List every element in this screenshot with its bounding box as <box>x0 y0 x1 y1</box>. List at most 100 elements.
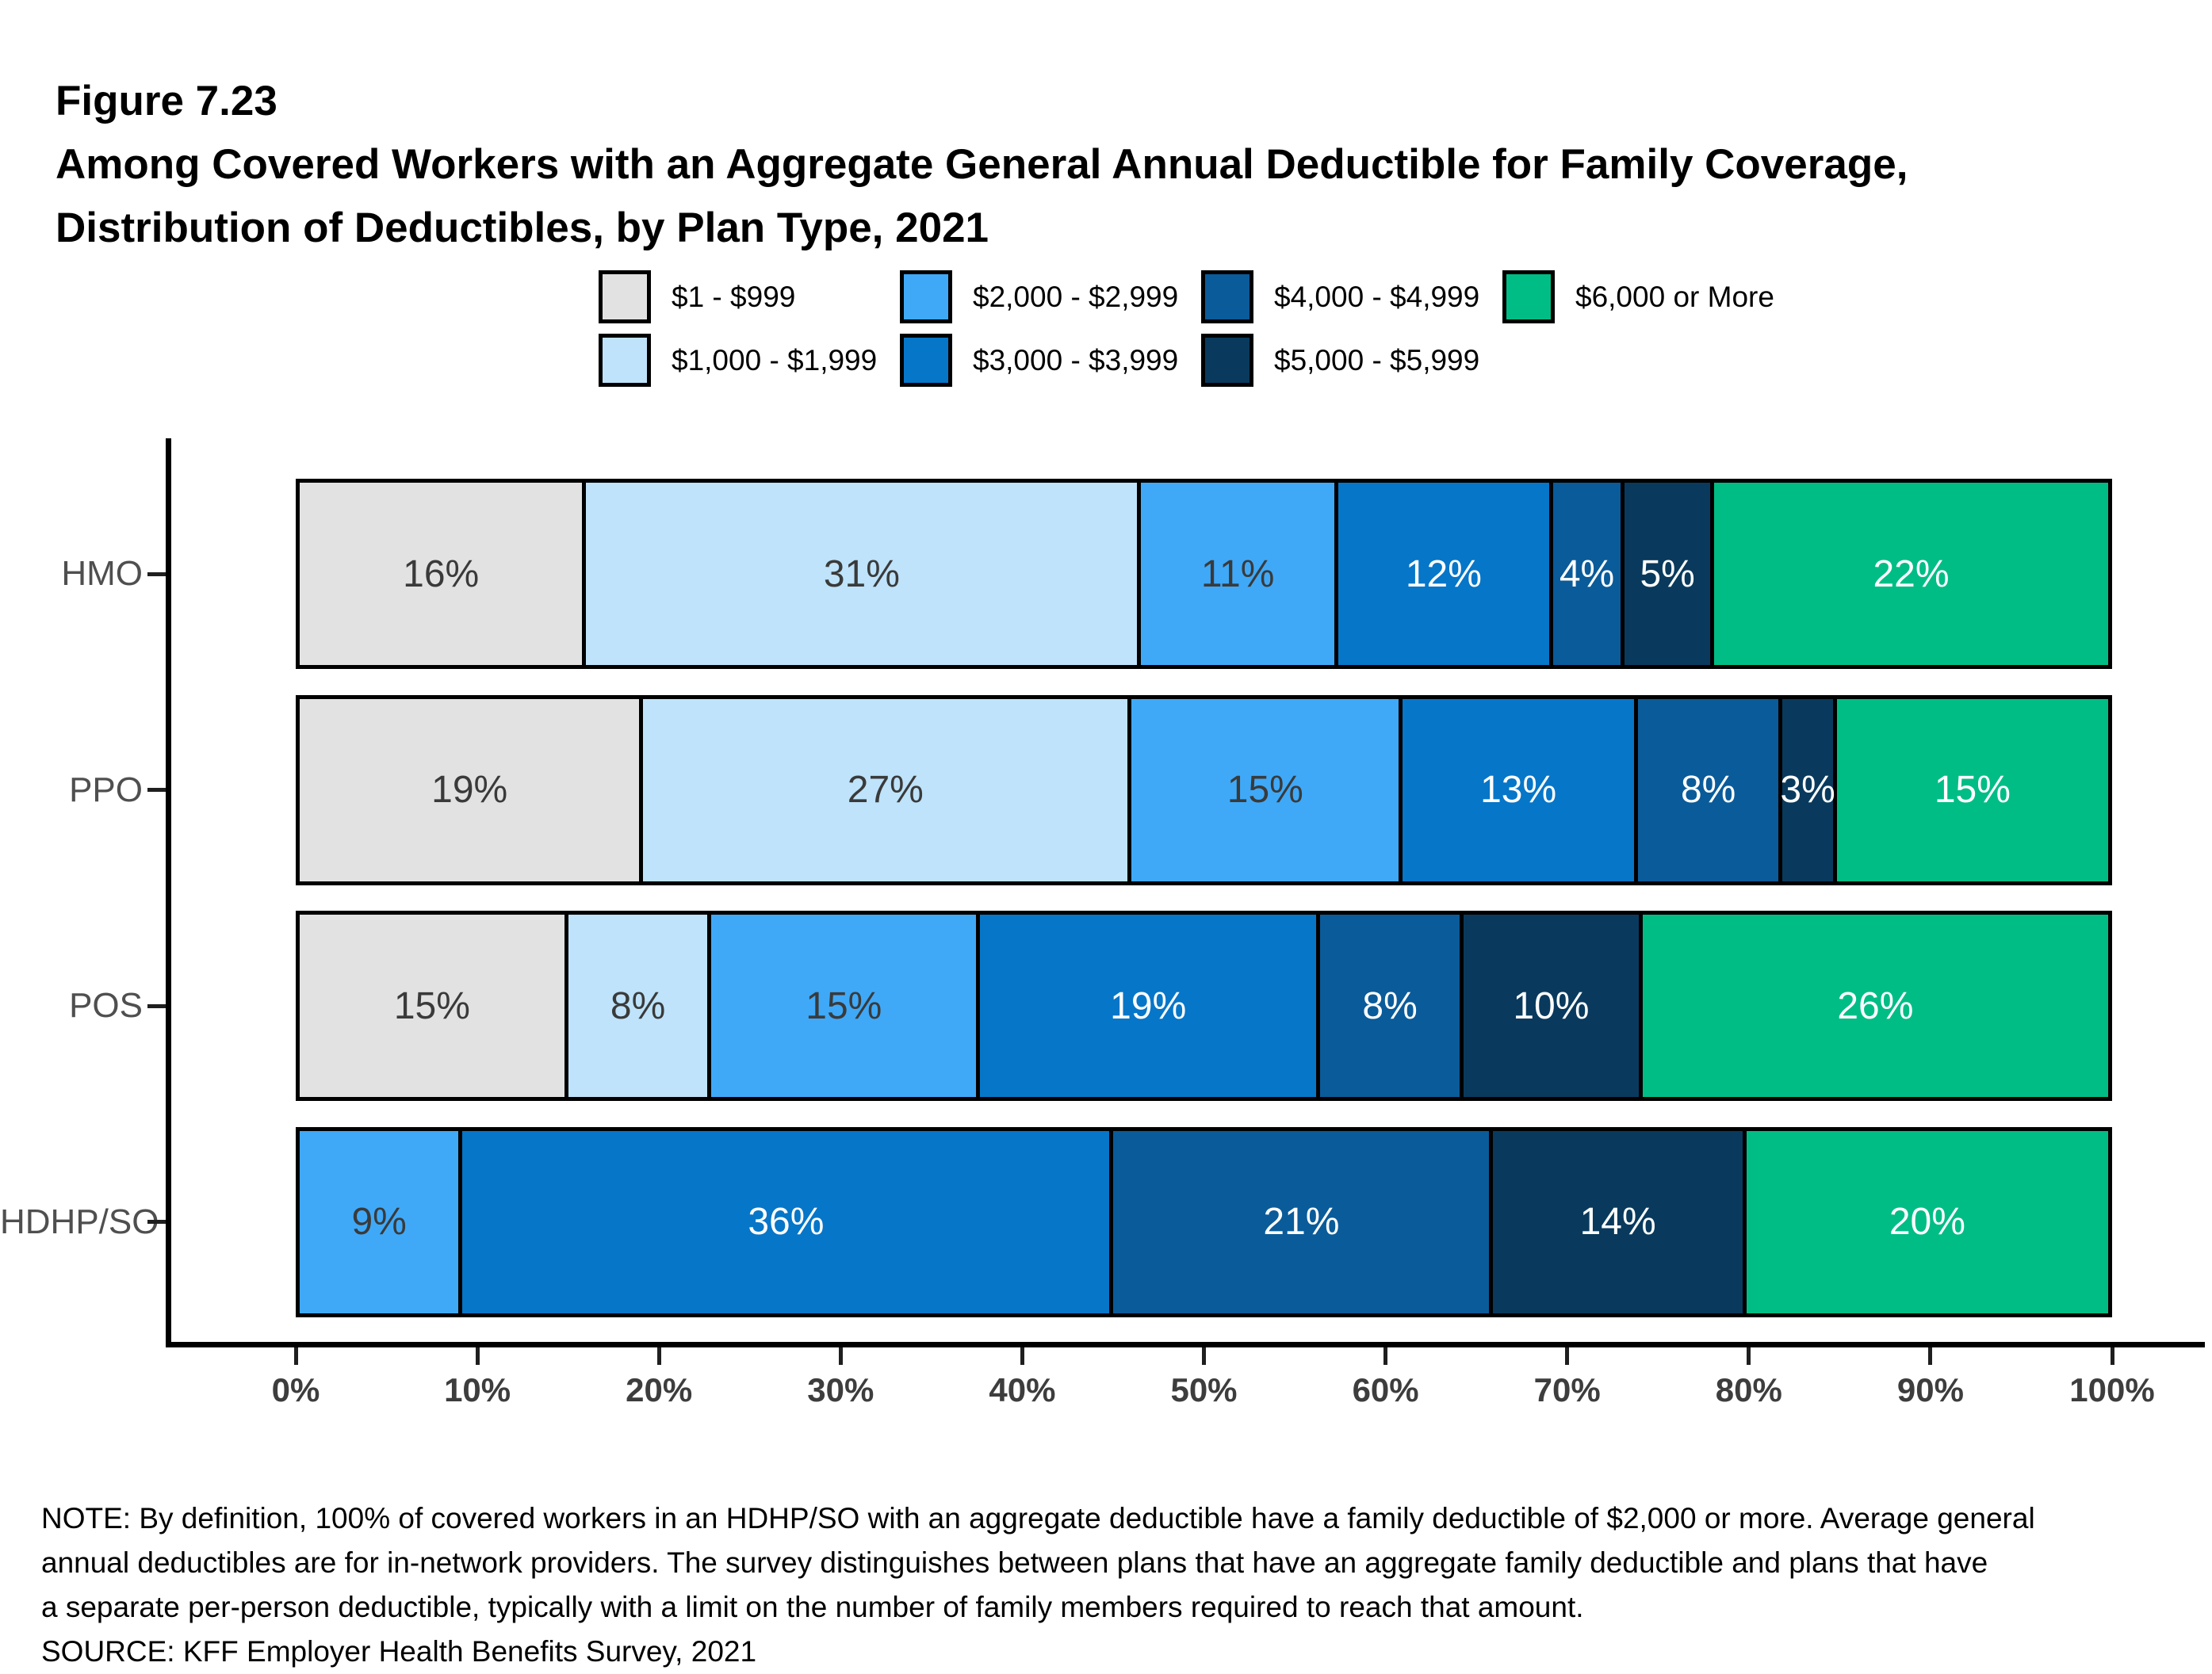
legend-column: $4,000 - $4,999 $5,000 - $5,999 <box>1201 270 1502 387</box>
bar-segment: 14% <box>1493 1130 1747 1313</box>
legend-label: $2,000 - $2,999 <box>973 280 1179 313</box>
figure-title-line1: Among Covered Workers with an Aggregate … <box>55 141 1908 188</box>
bar-segment: 31% <box>586 483 1142 665</box>
bar-segment: 8% <box>1637 698 1783 881</box>
x-axis-tick <box>1020 1347 1024 1365</box>
x-axis-tick <box>293 1347 298 1365</box>
legend-item: $1 - $999 <box>599 270 900 323</box>
bar-segment: 9% <box>300 1130 463 1313</box>
x-axis-tick-label: 70% <box>1533 1371 1601 1408</box>
category-label: POS <box>69 986 143 1025</box>
source-line: SOURCE: KFF Employer Health Benefits Sur… <box>41 1635 757 1668</box>
x-axis-tick-label: 90% <box>1896 1371 1964 1408</box>
figure-notes: NOTE: By definition, 100% of covered wor… <box>41 1496 2035 1674</box>
bar-segment: 19% <box>300 698 644 881</box>
legend-swatch <box>1502 270 1555 323</box>
legend-item: $6,000 or More <box>1502 270 1804 323</box>
bar-segment-value: 13% <box>1480 769 1557 811</box>
bar-segment-value: 5% <box>1640 552 1695 595</box>
bar-segment-value: 26% <box>1837 984 1914 1027</box>
bar-segment: 21% <box>1113 1130 1494 1313</box>
category-label: PPO <box>69 770 143 809</box>
category-tick <box>147 571 166 576</box>
figure-title-line2: Distribution of Deductibles, by Plan Typ… <box>55 204 989 251</box>
legend-column: $2,000 - $2,999 $3,000 - $3,999 <box>900 270 1201 387</box>
legend-swatch <box>1201 334 1253 387</box>
x-axis-tick <box>475 1347 480 1365</box>
category-tick <box>147 1003 166 1008</box>
x-axis-tick-label: 10% <box>444 1371 511 1408</box>
bar-segment: 8% <box>568 915 712 1097</box>
bar-segment-value: 14% <box>1579 1201 1656 1243</box>
legend-item: $3,000 - $3,999 <box>900 334 1201 387</box>
legend-column: $1 - $999 $1,000 - $1,999 <box>599 270 900 387</box>
category-tick <box>147 788 166 792</box>
bar-segment: 8% <box>1320 915 1464 1097</box>
x-axis-tick-label: 100% <box>2069 1371 2155 1408</box>
bar-segment-value: 8% <box>1680 769 1736 811</box>
bar-row: 15% 8% 15% 19% 8% 10% 26% <box>296 911 2112 1101</box>
bar-segment: 15% <box>1836 698 2108 881</box>
y-axis-line <box>166 438 171 1347</box>
legend-swatch <box>900 334 952 387</box>
bar-segment-value: 8% <box>1362 984 1418 1027</box>
x-axis-tick <box>1747 1347 1751 1365</box>
bar-segment: 19% <box>980 915 1321 1097</box>
x-axis-line <box>166 1342 2205 1347</box>
bar-segment: 3% <box>1780 698 1837 881</box>
figure-number: Figure 7.23 <box>55 78 277 124</box>
legend-label: $5,000 - $5,999 <box>1274 343 1480 376</box>
bar-segment-value: 21% <box>1263 1201 1340 1243</box>
bar-segment: 36% <box>462 1130 1114 1313</box>
bar-segment: 11% <box>1141 483 1338 665</box>
legend-label: $1,000 - $1,999 <box>672 343 878 376</box>
x-axis-tick-label: 30% <box>807 1371 874 1408</box>
bar-segment-value: 36% <box>748 1201 825 1243</box>
x-axis-tick <box>1928 1347 1933 1365</box>
x-axis-tick <box>838 1347 843 1365</box>
bar-segment-value: 22% <box>1873 552 1950 595</box>
bar-row: 16% 31% 11% 12% 4% 5% 22% <box>296 479 2112 669</box>
bar-segment: 5% <box>1625 483 1715 665</box>
legend-swatch <box>1201 270 1253 323</box>
bar-segment-value: 4% <box>1559 552 1615 595</box>
bar-segment-value: 27% <box>847 769 924 811</box>
legend-swatch <box>599 334 651 387</box>
bar-segment-value: 3% <box>1780 769 1835 811</box>
legend-label: $4,000 - $4,999 <box>1274 280 1480 313</box>
bar-row: 19% 27% 15% 13% 8% 3% 15% <box>296 694 2112 885</box>
bar-segment: 26% <box>1642 915 2108 1097</box>
bar-segment-value: 10% <box>1513 984 1590 1027</box>
legend-label: $1 - $999 <box>672 280 796 313</box>
bar-segment: 20% <box>1746 1130 2108 1313</box>
bar-segment-value: 16% <box>403 552 480 595</box>
bar-segment-value: 15% <box>1934 769 2011 811</box>
bar-row: 9% 36% 21% 14% 20% <box>296 1126 2112 1317</box>
bar-segment-value: 15% <box>806 984 882 1027</box>
legend-swatch <box>900 270 952 323</box>
legend-label: $3,000 - $3,999 <box>973 343 1179 376</box>
bar-segment: 4% <box>1552 483 1625 665</box>
bar-segment-value: 9% <box>351 1201 407 1243</box>
bar-segment-value: 12% <box>1405 552 1482 595</box>
bar-segment-value: 11% <box>1200 552 1275 595</box>
bar-segment: 27% <box>643 698 1132 881</box>
bar-segment-value: 20% <box>1889 1201 1965 1243</box>
bar-segment: 13% <box>1403 698 1638 881</box>
bar-segment: 22% <box>1714 483 2108 665</box>
legend-item: $4,000 - $4,999 <box>1201 270 1502 323</box>
note-line: NOTE: By definition, 100% of covered wor… <box>41 1502 2035 1534</box>
bar-segment-value: 15% <box>393 984 470 1027</box>
legend-item: $1,000 - $1,999 <box>599 334 900 387</box>
x-axis-tick <box>1202 1347 1206 1365</box>
bar-segment-value: 15% <box>1227 769 1303 811</box>
x-axis-tick <box>656 1347 661 1365</box>
x-axis-tick-label: 20% <box>626 1371 693 1408</box>
x-axis-tick-label: 40% <box>989 1371 1056 1408</box>
category-label: HDHP/SO <box>0 1202 159 1241</box>
legend-item: $5,000 - $5,999 <box>1201 334 1502 387</box>
bar-segment: 15% <box>1131 698 1403 881</box>
x-axis-tick-label: 60% <box>1352 1371 1419 1408</box>
note-line: a separate per-person deductible, typica… <box>41 1591 1584 1623</box>
